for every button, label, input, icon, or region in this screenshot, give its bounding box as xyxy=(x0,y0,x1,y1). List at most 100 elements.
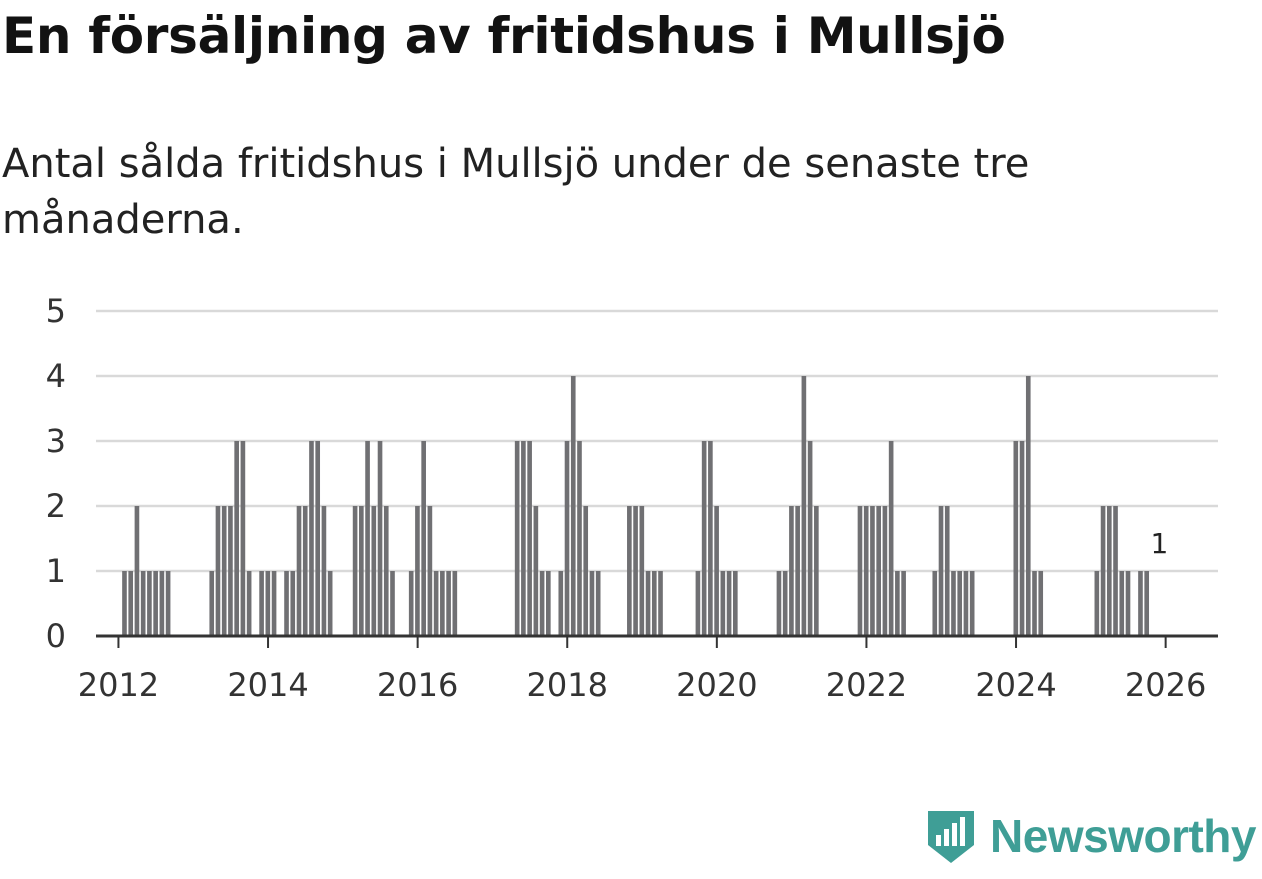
bar xyxy=(633,506,638,636)
bar xyxy=(876,506,881,636)
bar xyxy=(265,571,271,636)
bar xyxy=(296,506,302,636)
bar xyxy=(122,571,127,636)
bar xyxy=(359,506,364,636)
bar xyxy=(327,571,333,636)
bar xyxy=(539,571,545,636)
bar xyxy=(814,506,819,636)
y-tick-label: 2 xyxy=(46,487,66,525)
newsworthy-logo: Newsworthy xyxy=(926,807,1256,865)
bar xyxy=(1019,441,1025,636)
bar xyxy=(228,506,233,636)
bar xyxy=(153,571,158,636)
bar xyxy=(383,506,389,636)
data-label: 1 xyxy=(1150,527,1168,560)
bar xyxy=(290,571,296,636)
bar xyxy=(315,441,321,636)
bar xyxy=(302,506,308,636)
bar xyxy=(695,571,701,636)
bar xyxy=(371,506,377,636)
bar xyxy=(284,571,289,636)
bar xyxy=(452,571,458,636)
bar xyxy=(938,506,944,636)
x-tick-label: 2022 xyxy=(826,666,907,704)
bar xyxy=(720,571,726,636)
bar xyxy=(271,571,277,636)
bar xyxy=(857,506,863,636)
x-tick-label: 2026 xyxy=(1125,666,1206,704)
bar xyxy=(1113,506,1118,636)
bar xyxy=(732,571,738,636)
bar xyxy=(589,571,595,636)
bar xyxy=(944,506,950,636)
bar xyxy=(782,571,788,636)
bar xyxy=(963,571,969,636)
bar xyxy=(1138,571,1143,636)
bar xyxy=(321,506,327,636)
bar xyxy=(546,571,551,636)
bar xyxy=(246,571,252,636)
bar xyxy=(895,571,900,636)
bar xyxy=(352,506,358,636)
bar xyxy=(583,506,589,636)
bar xyxy=(1144,571,1150,636)
bar xyxy=(564,441,570,636)
newsworthy-logo-icon xyxy=(928,811,975,863)
bar xyxy=(140,571,146,636)
bar xyxy=(215,506,221,636)
bar xyxy=(776,571,782,636)
brand-name: Newsworthy xyxy=(990,810,1256,862)
bar xyxy=(1032,571,1037,636)
bar xyxy=(863,506,869,636)
bar xyxy=(932,571,938,636)
x-tick-label: 2014 xyxy=(227,666,308,704)
bar xyxy=(651,571,657,636)
bar xyxy=(888,441,894,636)
bar xyxy=(627,506,632,636)
bar xyxy=(309,441,314,636)
bar xyxy=(882,506,888,636)
bar xyxy=(639,506,645,636)
bar xyxy=(645,571,651,636)
y-tick-label: 5 xyxy=(46,292,66,330)
bar xyxy=(377,441,383,636)
bar xyxy=(969,571,975,636)
bar xyxy=(427,506,433,636)
bar xyxy=(365,441,370,636)
bar xyxy=(1125,571,1131,636)
bar xyxy=(901,571,906,636)
x-tick-label: 2018 xyxy=(527,666,608,704)
x-tick-label: 2012 xyxy=(78,666,159,704)
bar xyxy=(714,506,719,636)
bar xyxy=(595,571,601,636)
bar xyxy=(527,441,532,636)
bar xyxy=(514,441,520,636)
bar xyxy=(390,571,395,636)
bar xyxy=(440,571,445,636)
y-tick-label: 0 xyxy=(46,617,66,655)
bar xyxy=(1025,376,1031,636)
bar xyxy=(128,571,134,636)
y-tick-label: 3 xyxy=(46,422,66,460)
x-tick-label: 2020 xyxy=(676,666,757,704)
y-tick-label: 4 xyxy=(46,357,66,395)
bar xyxy=(789,506,794,636)
x-tick-label: 2024 xyxy=(975,666,1056,704)
bar xyxy=(446,571,451,636)
bar xyxy=(415,506,420,636)
bar xyxy=(708,441,713,636)
x-tick-label: 2016 xyxy=(377,666,458,704)
bar xyxy=(1094,571,1100,636)
bar xyxy=(1106,506,1112,636)
bar xyxy=(658,571,663,636)
bar xyxy=(795,506,800,636)
bar xyxy=(533,506,539,636)
chart-title: En försäljning av fritidshus i Mullsjö xyxy=(2,7,1006,65)
bar xyxy=(807,441,813,636)
bar xyxy=(259,571,264,636)
bar xyxy=(1100,506,1106,636)
bar xyxy=(726,571,732,636)
bar xyxy=(421,441,426,636)
bar xyxy=(221,506,227,636)
bar xyxy=(134,506,140,636)
